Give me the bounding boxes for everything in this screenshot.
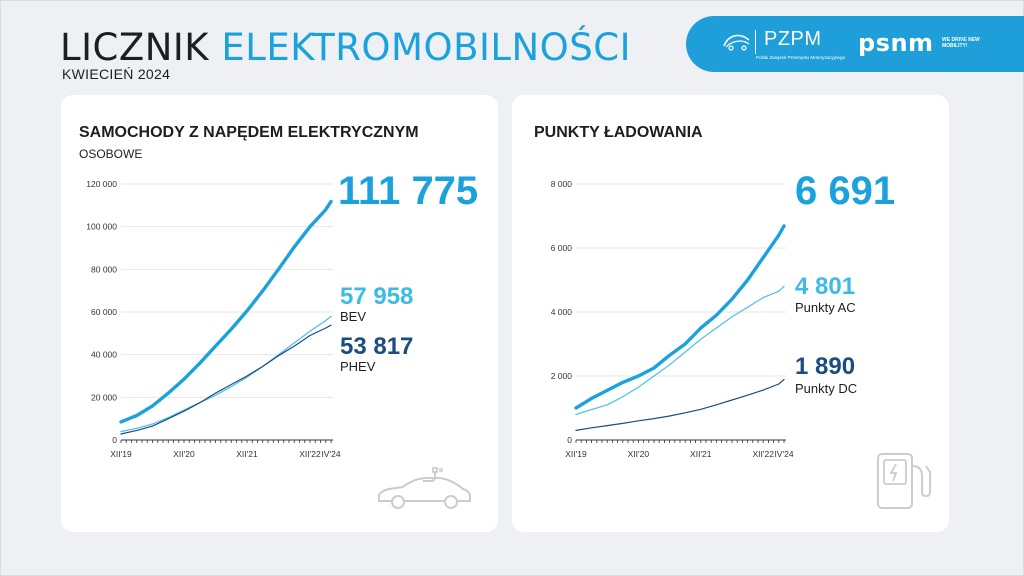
ev-y-tick-label: 40 000 (91, 350, 117, 360)
pzpm-separator (755, 30, 756, 54)
charging-total-value: 6 691 (795, 169, 896, 213)
bev-value: 57 958 (340, 283, 414, 310)
charging-x-tick-label: XII'22 (752, 449, 774, 459)
charging-points-card: PUNKTY ŁADOWANIA 0 2 000 4 000 6 000 8 000 XI… (512, 95, 949, 532)
ev-x-tick-label: XII'19 (110, 449, 132, 459)
ev-series-line-a (120, 315, 332, 433)
page-title-part1: LICZNIK (60, 26, 210, 69)
ev-cars-subtitle: OSOBOWE (79, 147, 143, 161)
electric-car-icon (378, 467, 471, 509)
charging-y-tick-label: 6 000 (551, 243, 573, 253)
charging-y-tick-label: 2 000 (551, 371, 573, 381)
charging-x-tick-label: XII'19 (565, 449, 587, 459)
ac-label: Punkty AC (795, 300, 856, 315)
pzpm-car-icon (723, 34, 750, 51)
psnm-logo[interactable]: psnm WE DRIVE NEW MOBILITY! (858, 29, 980, 57)
charging-x-tick-label: XII'20 (628, 449, 650, 459)
ev-cars-card: SAMOCHODY Z NAPĘDEM ELEKTRYCZNYM OSOBOWE… (61, 95, 498, 532)
ev-cars-total-value: 111 775 (338, 169, 479, 213)
ev-cars-title: SAMOCHODY Z NAPĘDEM ELEKTRYCZNYM (79, 124, 419, 141)
psnm-name: psnm (858, 29, 934, 57)
phev-value: 53 817 (340, 333, 414, 360)
ev-cars-chart: 0 20 000 40 000 60 000 80 000 100 000 120 000 X… (86, 179, 341, 459)
ev-y-tick-label: 80 000 (91, 264, 117, 274)
charging-y-tick-label: 8 000 (551, 179, 573, 189)
ev-y-tick-label: 60 000 (91, 307, 117, 317)
ev-y-tick-label: 120 000 (86, 179, 117, 189)
ev-x-tick-label: XII'20 (173, 449, 195, 459)
ev-y-tick-label: 100 000 (86, 222, 117, 232)
page-title: LICZNIK ELEKTROMOBILNOŚCI (60, 28, 631, 68)
ev-series-line-b (120, 324, 332, 435)
page-title-part2: ELEKTROMOBILNOŚCI (221, 26, 632, 69)
ev-x-tick-label: IV'24 (321, 449, 340, 459)
charging-series-line-a (575, 285, 785, 415)
page-subtitle: KWIECIEŃ 2024 (62, 66, 171, 82)
bev-label: BEV (340, 309, 367, 324)
ev-y-tick-label: 20 000 (91, 392, 117, 402)
ac-value: 4 801 (795, 273, 856, 300)
charging-x-tick-label: XII'21 (690, 449, 712, 459)
ev-y-tick-label: 0 (112, 435, 117, 445)
ev-x-tick-label: XII'21 (236, 449, 258, 459)
charging-y-tick-label: 0 (567, 435, 572, 445)
charging-points-chart: 0 2 000 4 000 6 000 8 000 XII'19 XII'20 XII'21 X… (551, 179, 794, 459)
logo-banner: PZPM Polski Związek Przemysłu Motoryzacy… (686, 16, 1024, 72)
charging-station-icon (877, 453, 931, 509)
pzpm-name: PZPM (764, 28, 822, 50)
ev-series-line-total (119, 199, 333, 424)
dc-label: Punkty DC (795, 381, 858, 396)
phev-label: PHEV (340, 359, 376, 374)
dc-value: 1 890 (795, 353, 856, 380)
ev-x-tick-label: XII'22 (299, 449, 321, 459)
charging-series-line-total (574, 224, 786, 410)
pzpm-fullname: Polski Związek Przemysłu Motoryzacyjnego (756, 55, 846, 60)
psnm-tagline: WE DRIVE NEW MOBILITY! (942, 37, 980, 49)
charging-y-tick-label: 4 000 (551, 307, 573, 317)
charging-series-line-b (575, 378, 785, 431)
charging-x-tick-label: IV'24 (774, 449, 793, 459)
charging-points-title: PUNKTY ŁADOWANIA (534, 124, 703, 141)
